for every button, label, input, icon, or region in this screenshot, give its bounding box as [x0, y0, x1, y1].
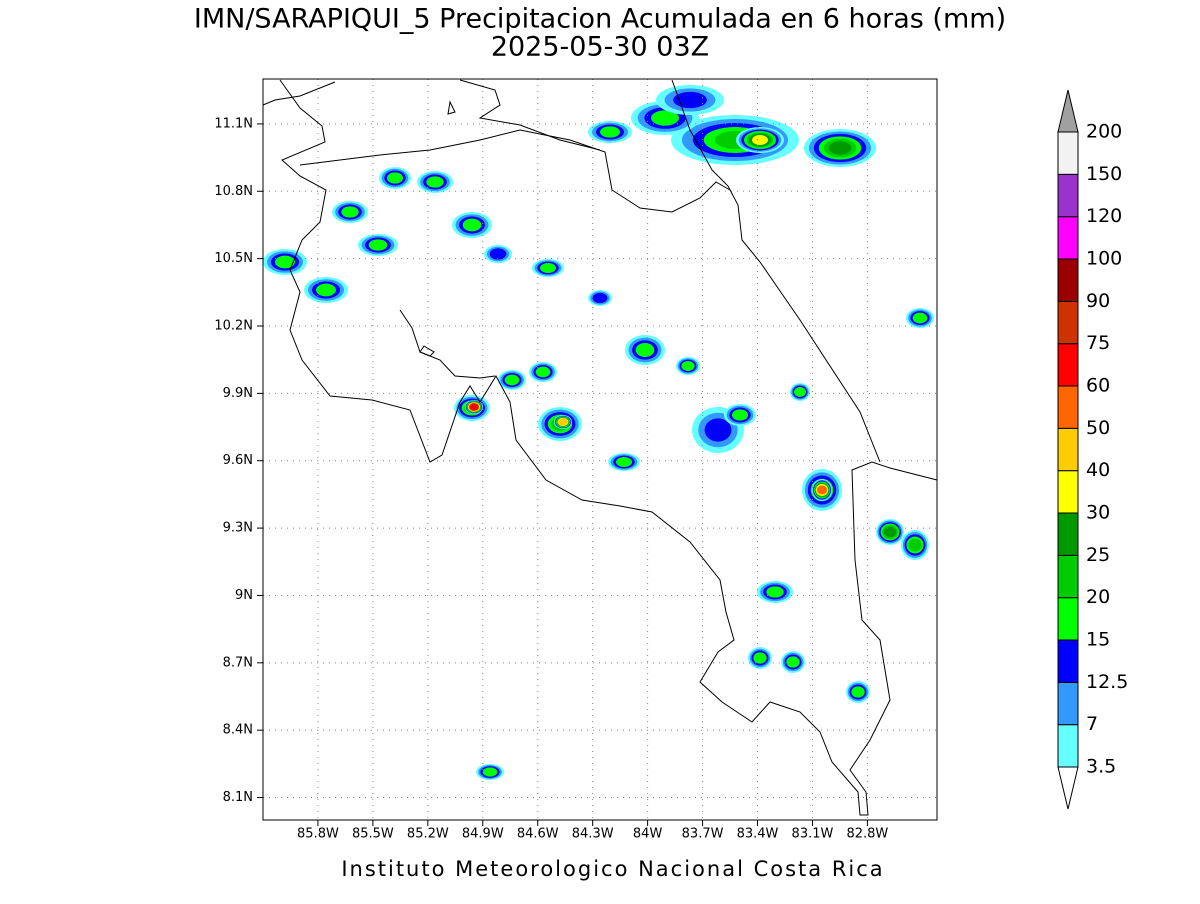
precip-cell — [469, 403, 479, 411]
precip-cell — [600, 126, 620, 138]
precip-cell — [489, 248, 507, 260]
colorbar-segment — [1057, 385, 1079, 429]
precip-cell — [651, 110, 679, 126]
precip-cell — [732, 409, 748, 421]
precip-cell — [504, 374, 520, 386]
y-tick-label: 11.1N — [214, 116, 253, 131]
colorbar-segment — [1057, 300, 1079, 345]
x-tick-label: 85.5W — [352, 827, 394, 842]
precip-cell — [635, 343, 655, 357]
colorbar-label: 25 — [1086, 544, 1110, 566]
precip-cell — [752, 135, 768, 145]
precip-cell — [766, 586, 784, 598]
colorbar-segment — [1057, 724, 1079, 768]
colorbar-segment — [1057, 173, 1079, 218]
x-tick-label: 85.8W — [297, 827, 339, 842]
footer: Instituto Meteorologico Nacional Costa R… — [341, 857, 884, 881]
y-tick-label: 9N — [235, 588, 253, 603]
y-tick-label: 10.5N — [214, 251, 253, 266]
precip-cell — [387, 172, 403, 184]
colorbar-label: 50 — [1086, 417, 1110, 439]
precip-cell — [786, 656, 800, 668]
colorbar-over — [1057, 89, 1079, 133]
precip-cell — [426, 176, 444, 188]
y-tick-label: 8.7N — [223, 655, 253, 670]
x-tick-label: 83.7W — [682, 827, 724, 842]
colorbar-label: 120 — [1086, 205, 1122, 227]
x-tick-label: 84.3W — [572, 827, 614, 842]
y-tick-label: 9.6N — [223, 453, 253, 468]
plot-area — [263, 79, 937, 820]
colorbar-segment — [1057, 131, 1079, 175]
precip-cell — [817, 485, 827, 495]
precip-cell — [368, 239, 388, 251]
y-tick-label: 10.8N — [214, 184, 253, 199]
precip-cell — [592, 292, 608, 304]
precip-cell — [908, 538, 922, 552]
y-tick-label: 9.9N — [223, 386, 253, 401]
colorbar-segment — [1057, 470, 1079, 514]
precip-cell — [540, 263, 556, 273]
precip-cell — [912, 312, 928, 324]
colorbar-label: 20 — [1086, 586, 1110, 608]
precip-cell — [275, 255, 295, 269]
precip-cell — [681, 361, 695, 371]
precip-cell — [753, 652, 767, 664]
colorbar-segment — [1057, 512, 1079, 556]
x-tick-label: 82.8W — [846, 827, 888, 842]
x-tick-label: 84.6W — [517, 827, 559, 842]
precip-cell — [794, 387, 806, 397]
colorbar-label: 15 — [1086, 629, 1110, 651]
colorbar-segment — [1057, 681, 1079, 726]
colorbar-label: 60 — [1086, 375, 1110, 397]
x-tick-label: 85.2W — [407, 827, 449, 842]
x-tick-label: 84.9W — [462, 827, 504, 842]
colorbar-label: 30 — [1086, 502, 1110, 524]
y-tick-label: 8.1N — [223, 790, 253, 805]
y-tick-label: 8.4N — [223, 723, 253, 738]
precip-cell — [828, 141, 852, 155]
colorbar-segment — [1057, 597, 1079, 641]
plot-frame — [262, 78, 938, 821]
colorbar-under — [1057, 766, 1079, 810]
colorbar-label: 12.5 — [1086, 671, 1128, 693]
precip-cell — [673, 91, 707, 109]
subtitle: 2025-05-30 03Z — [491, 32, 709, 63]
y-tick-label: 10.2N — [214, 319, 253, 334]
x-tick-label: 84W — [633, 827, 663, 842]
precip-cell — [558, 418, 568, 426]
y-tick-label: 9.3N — [223, 521, 253, 536]
colorbar-segment — [1057, 639, 1079, 683]
title: IMN/SARAPIQUI_5 Precipitacion Acumulada … — [194, 4, 1006, 35]
colorbar-label: 40 — [1086, 459, 1110, 481]
colorbar-label: 7 — [1086, 713, 1098, 735]
precip-cell — [316, 283, 336, 297]
precip-cell — [883, 526, 897, 538]
colorbar-label: 75 — [1086, 332, 1110, 354]
precip-cell — [482, 767, 498, 777]
colorbar: 3.5 7 12.5 15 20 25 30 40 50 60 75 90 100 120 150 200 — [1057, 89, 1128, 810]
colorbar-label: 90 — [1086, 290, 1110, 312]
colorbar-label: 150 — [1086, 163, 1122, 185]
precip-cell — [851, 686, 865, 698]
colorbar-segment — [1057, 343, 1079, 387]
colorbar-segment — [1057, 216, 1079, 260]
colorbar-segment — [1057, 258, 1079, 302]
precip-cell — [704, 418, 732, 442]
colorbar-label: 200 — [1086, 121, 1122, 143]
precip-cell — [535, 366, 551, 378]
colorbar-label: 100 — [1086, 248, 1122, 270]
coastline — [262, 79, 938, 816]
colorbar-segment — [1057, 427, 1079, 472]
x-tick-label: 83.1W — [792, 827, 834, 842]
colorbar-segment — [1057, 554, 1079, 599]
precip-cell — [616, 457, 632, 467]
precip-cell — [341, 206, 359, 218]
colorbar-label: 3.5 — [1086, 756, 1116, 778]
precip-cell — [462, 218, 482, 232]
x-tick-label: 83.4W — [737, 827, 779, 842]
